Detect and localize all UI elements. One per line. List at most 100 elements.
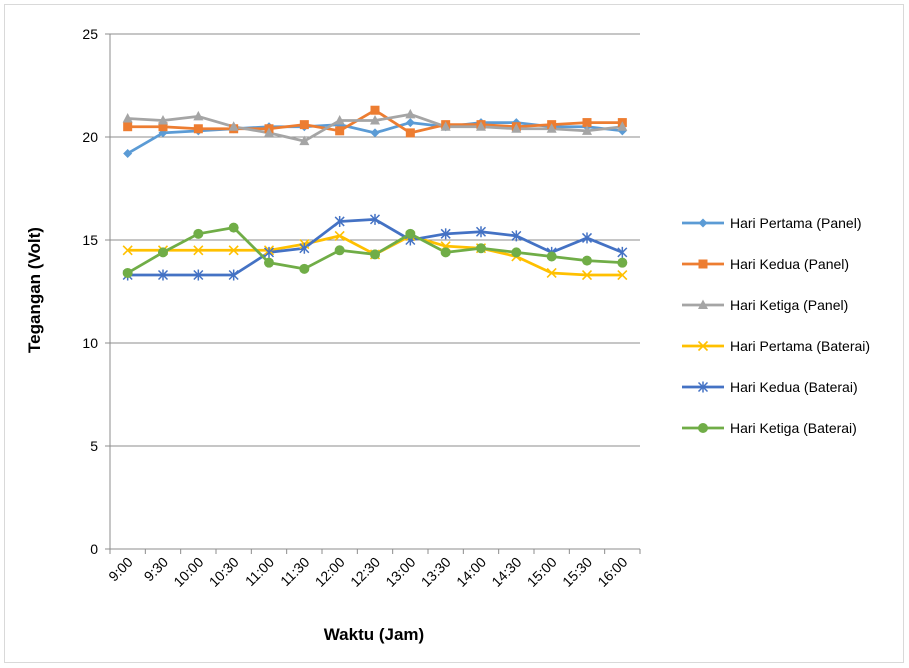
data-point xyxy=(193,228,204,239)
data-point xyxy=(158,122,168,132)
data-point xyxy=(122,112,133,123)
data-point xyxy=(617,246,628,258)
data-point xyxy=(157,269,169,281)
legend-label: Hari Kedua (Panel) xyxy=(730,256,849,272)
data-point xyxy=(263,246,275,258)
data-point xyxy=(581,232,593,244)
y-tick-label: 10 xyxy=(82,335,98,351)
x-axis-title: Waktu (Jam) xyxy=(324,625,424,644)
data-point xyxy=(264,127,274,137)
data-point xyxy=(334,245,345,256)
data-point xyxy=(582,125,592,135)
x-tick-label: 9:30 xyxy=(141,554,172,585)
legend-label: Hari Ketiga (Panel) xyxy=(730,297,848,313)
data-point xyxy=(617,257,628,268)
data-point xyxy=(334,115,345,125)
x-tick-label: 14:00 xyxy=(453,554,489,590)
data-point xyxy=(193,269,204,281)
data-point xyxy=(299,120,309,130)
data-point xyxy=(440,228,451,240)
y-tick-label: 0 xyxy=(90,541,98,557)
legend-label: Hari Kedua (Baterai) xyxy=(730,379,858,395)
x-tick-label: 15:00 xyxy=(524,554,560,590)
data-point xyxy=(405,228,416,239)
data-point xyxy=(405,128,415,138)
data-point xyxy=(122,245,133,256)
data-point xyxy=(158,247,168,258)
data-point xyxy=(617,269,628,281)
legend-label: Hari Ketiga (Baterai) xyxy=(730,420,857,436)
data-point xyxy=(405,108,416,119)
data-point xyxy=(334,215,345,227)
x-tick-labels: 9:00 9:30 10:00 10:30 11:00 11:30 12:00 12:30 13… xyxy=(105,554,630,590)
data-point xyxy=(617,121,628,131)
data-point xyxy=(193,110,204,121)
data-point xyxy=(440,247,451,258)
data-point xyxy=(476,121,486,131)
data-point xyxy=(546,267,557,279)
data-point xyxy=(511,123,522,133)
y-tick-label: 20 xyxy=(82,129,98,145)
data-point xyxy=(370,115,380,125)
x-tick-label: 13:00 xyxy=(382,554,418,590)
x-tick-label: 14:30 xyxy=(488,554,524,590)
data-point xyxy=(335,126,345,136)
data-point xyxy=(582,255,592,266)
y-tick-labels: 0 5 10 15 20 25 xyxy=(82,26,98,557)
gridlines xyxy=(110,33,640,447)
data-point xyxy=(228,222,239,233)
data-point xyxy=(299,135,310,146)
legend-swatch-marker xyxy=(697,340,709,352)
data-point xyxy=(405,118,415,128)
legend-swatch-marker xyxy=(698,218,708,228)
data-point xyxy=(546,123,557,133)
data-point xyxy=(299,263,310,274)
data-point xyxy=(369,213,381,225)
x-tick-label: 11:00 xyxy=(242,554,278,590)
y-axis-title: Tegangan (Volt) xyxy=(25,227,44,353)
chart-area xyxy=(4,4,904,663)
data-point xyxy=(299,242,310,254)
x-tick-label: 11:30 xyxy=(277,554,313,590)
legend-swatch-marker xyxy=(698,259,708,269)
data-point xyxy=(228,245,239,256)
data-point xyxy=(475,226,487,238)
data-point xyxy=(123,148,133,158)
x-tick-label: 13:30 xyxy=(418,554,454,590)
data-point xyxy=(193,245,204,256)
data-point xyxy=(370,128,380,138)
x-tick-label: 12:30 xyxy=(347,554,383,590)
data-point xyxy=(193,124,203,134)
x-tick-label: 10:30 xyxy=(206,554,242,590)
data-point xyxy=(370,105,380,115)
data-point xyxy=(264,257,274,268)
data-point xyxy=(546,251,557,262)
legend-swatch-marker xyxy=(698,299,708,309)
data-point xyxy=(581,269,593,281)
data-point xyxy=(511,230,522,242)
data-point xyxy=(370,249,380,260)
data-point xyxy=(476,243,486,254)
y-tick-label: 15 xyxy=(82,232,98,248)
data-point xyxy=(511,247,522,258)
data-point xyxy=(228,121,239,131)
y-tick-label: 25 xyxy=(82,26,98,42)
data-point xyxy=(334,230,345,241)
axes xyxy=(105,33,641,554)
legend-label: Hari Pertama (Panel) xyxy=(730,215,862,231)
data-point xyxy=(440,121,451,131)
series-markers xyxy=(122,105,628,281)
x-tick-label: 10:00 xyxy=(170,554,206,590)
legend-swatch-marker xyxy=(697,381,709,393)
x-tick-label: 15:30 xyxy=(559,554,595,590)
data-point xyxy=(123,122,133,132)
x-tick-label: 16:00 xyxy=(594,554,630,590)
x-tick-label: 12:00 xyxy=(312,554,348,590)
data-point xyxy=(228,269,239,281)
x-tick-label: 9:00 xyxy=(105,554,136,585)
data-point xyxy=(582,118,592,128)
data-point xyxy=(122,267,133,278)
legend-label: Hari Pertama (Baterai) xyxy=(730,338,870,354)
legend-swatch-marker xyxy=(698,423,708,433)
